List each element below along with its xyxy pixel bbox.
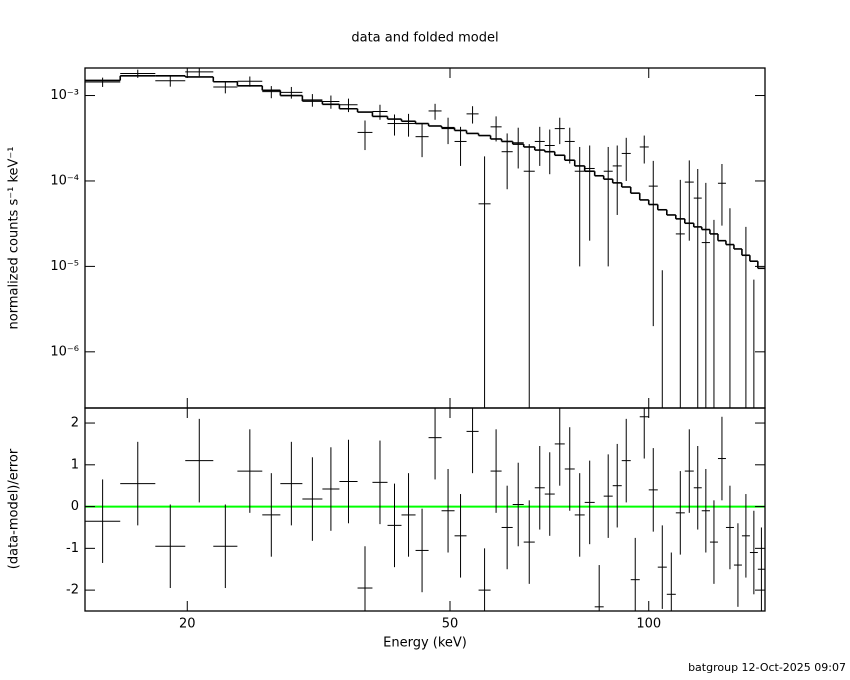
bottom-plot (85, 408, 765, 611)
x-tick-label: 100 (636, 617, 661, 632)
y-tick-label: 1 (71, 457, 79, 472)
bottom-frame (84, 407, 766, 612)
top-plot (85, 68, 765, 408)
y-tick-label: 0 (71, 499, 79, 514)
y-tick-label: 10⁻³ (50, 88, 79, 103)
x-tick-label: 50 (442, 617, 459, 632)
x-tick-label: 20 (179, 617, 196, 632)
y-tick-label: 10⁻⁵ (50, 259, 79, 274)
y-tick-label: 2 (71, 416, 79, 431)
footer: batgroup 12-Oct-2025 09:07 (688, 661, 846, 674)
y-tick-label: -1 (66, 541, 79, 556)
y-tick-label: -2 (66, 583, 79, 598)
y-tick-label: 10⁻⁶ (50, 344, 79, 359)
chart-title: data and folded model (351, 31, 498, 46)
x-axis-label: Energy (keV) (383, 636, 467, 651)
top-frame (84, 67, 766, 409)
y-axis-label: (data-model)/error (7, 448, 22, 569)
y-tick-label: 10⁻⁴ (50, 173, 79, 188)
y-axis-label: normalized counts s⁻¹ keV⁻¹ (7, 147, 22, 330)
